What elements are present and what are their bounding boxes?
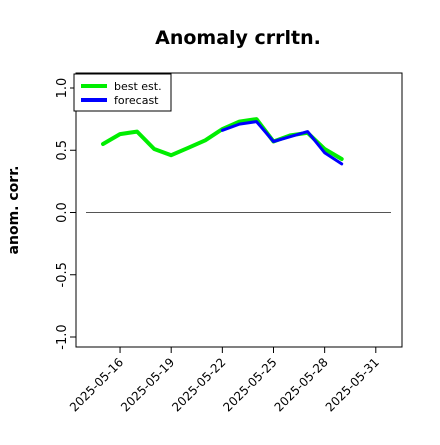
y-tick-label: 0.0 [55, 202, 70, 223]
x-tick-label: 2025-05-25 [220, 355, 279, 414]
x-tick-label: 2025-05-19 [118, 355, 177, 414]
legend-label: forecast [114, 94, 159, 107]
series-lines [101, 117, 344, 166]
y-tick-label: -0.5 [55, 262, 70, 287]
legend-box [73, 73, 172, 112]
x-tick-label: 2025-05-22 [169, 355, 228, 414]
x-tick-label: 2025-05-28 [272, 355, 331, 414]
chart-title: Anomaly crrltn. [155, 27, 321, 49]
x-tick-label: 2025-05-31 [323, 355, 382, 414]
plot-frame [75, 72, 403, 348]
legend-label: best est. [114, 80, 162, 93]
y-axis-label: anom. corr. [6, 166, 22, 255]
legend: best est.forecast [73, 73, 172, 112]
series-line-forecast [220, 120, 344, 166]
x-tick-label: 2025-05-16 [67, 355, 126, 414]
y-tick-label: 0.5 [55, 140, 70, 161]
y-tick-label: -1.0 [55, 324, 70, 349]
series-line-best-est [101, 117, 344, 161]
y-tick-label: 1.0 [55, 78, 70, 99]
